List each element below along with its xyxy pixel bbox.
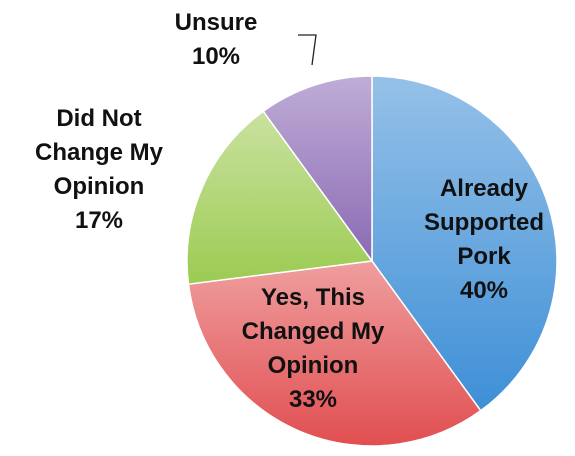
slice-label-2: Did Not Change My Opinion 17% (35, 105, 164, 234)
slice-name-line: Unsure (175, 9, 258, 36)
pie-slice-0 (371, 75, 558, 412)
slice-name-line: Opinion (268, 352, 359, 379)
slice-name-line: Yes, This (261, 284, 365, 311)
pie-slice-1 (187, 260, 482, 447)
slice-name-line: Did Not (56, 105, 141, 132)
slice-label-3: Unsure 10% (175, 9, 258, 70)
slice-name-line: Change My (35, 139, 164, 166)
unsure-leader-line (298, 34, 317, 66)
slice-name-line: Already (440, 175, 529, 202)
pie-labels: Already Supported Pork 40% Yes, This Changed … (35, 9, 544, 413)
slice-value-label: 17% (75, 207, 123, 234)
slice-value-label: 33% (289, 386, 337, 413)
slice-name-line: Supported (424, 209, 544, 236)
slice-label-0: Already Supported Pork 40% (424, 175, 544, 304)
pie-slice-3 (262, 75, 373, 264)
slice-name-line: Changed My (242, 318, 385, 345)
slice-name-line: Pork (457, 243, 511, 270)
slice-value-label: 10% (192, 43, 240, 70)
slice-name-line: Opinion (54, 173, 145, 200)
pie-slices (186, 75, 558, 447)
pie-slice-2 (186, 110, 374, 286)
slice-label-1: Yes, This Changed My Opinion 33% (242, 284, 385, 413)
slice-value-label: 40% (460, 277, 508, 304)
